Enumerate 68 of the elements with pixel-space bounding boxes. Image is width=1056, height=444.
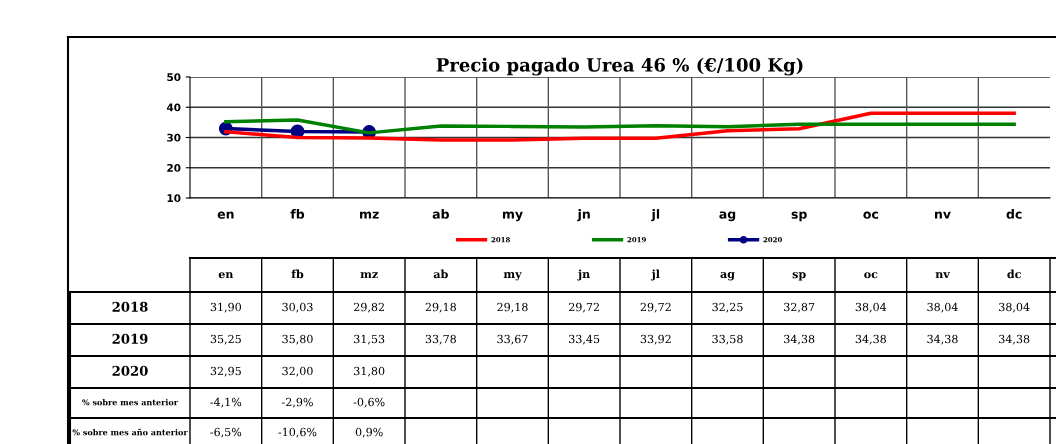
text: 2018 [112,301,148,312]
category-label: jl [650,269,660,281]
text: -2,9% [282,397,313,408]
data-label: 34,38 [999,334,1030,345]
y-tick-label: 30 [167,133,181,142]
data-label: 34,38 [927,334,958,345]
data-label: 29,18 [497,302,528,313]
y-tick-label: 40 [166,103,181,112]
category-label: jn [577,269,590,281]
y-tick-label: 10 [167,194,181,203]
data-label: 38,04 [927,302,958,313]
text: % sobre mes año anterior [72,428,188,436]
data-label: 33,58 [712,334,743,345]
data-label: 33,45 [569,334,600,345]
data-label: 29,82 [354,302,384,313]
data-label: 33,67 [497,334,528,345]
text: -6,5% [210,427,242,438]
x-tick-label: jl [651,209,660,222]
data-label: 34,38 [855,334,886,345]
x-tick-label: mz [360,211,379,219]
data-label: 33,92 [640,334,671,345]
data-label: 31,53 [354,334,385,345]
category-label: ab [433,269,448,279]
chart-title: Precio pagado Urea 46 % (€/100 Kg) [436,57,803,76]
x-tick-label: sp [791,211,807,222]
x-tick-label: en [217,211,234,219]
y-tick-label: 20 [167,163,181,172]
data-label: 35,25 [210,334,241,345]
data-label: 34,38 [784,334,815,345]
category-label: ag [720,271,735,281]
data-label: 32,00 [282,366,313,377]
data-label: 31,80 [354,366,385,377]
category-label: sp [792,272,806,281]
data-label: 35,80 [282,334,313,345]
data-label: 29,18 [425,302,456,313]
data-label: 32,87 [784,302,815,313]
category-label: my [503,271,522,281]
x-tick-label: fb [290,209,305,219]
x-tick-label: jn [577,209,590,222]
text: -4,1% [210,397,242,408]
data-label: 32,95 [210,366,241,377]
data-label: 32,25 [712,302,743,313]
data-label: 38,04 [999,302,1030,313]
x-tick-label: oc [863,211,878,219]
category-label: en [218,272,234,279]
data-label: 38,04 [855,302,887,313]
category-label: dc [1007,269,1021,279]
data-label: 33,78 [425,334,456,345]
text: -0,6% [353,397,385,408]
data-label: 29,72 [569,302,599,313]
category-label: mz [360,272,378,279]
text: 0,9% [355,427,383,438]
category-label: oc [864,272,878,279]
category-label: nv [935,272,951,279]
x-tick-label: ag [719,211,736,222]
data-label: 30,03 [282,302,313,313]
x-tick-label: ab [432,209,449,219]
x-tick-label: nv [935,211,951,219]
x-tick-label: my [502,211,523,222]
text: -10,6% [278,427,317,438]
y-tick-label: 50 [167,73,181,82]
data-label: 31,90 [210,302,241,313]
x-tick-label: dc [1006,209,1022,219]
category-label: fb [291,269,304,279]
text: 2019 [112,333,148,344]
text: 2020 [112,365,148,376]
data-label: 29,72 [640,302,671,313]
text: % sobre mes anterior [82,399,179,406]
